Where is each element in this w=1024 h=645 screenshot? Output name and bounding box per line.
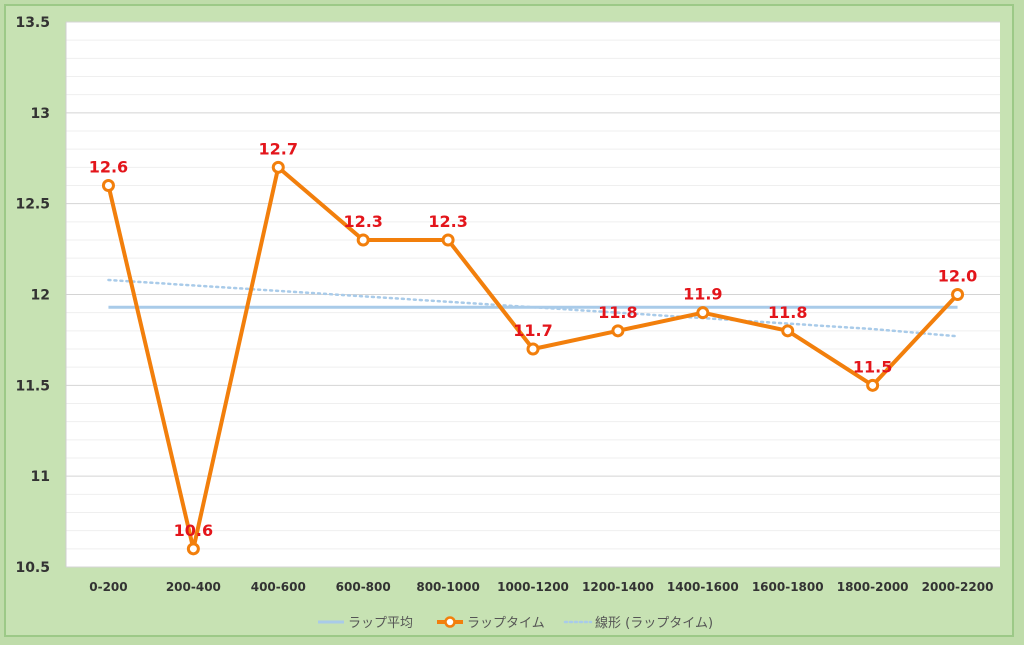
y-tick-label: 13: [31, 106, 50, 122]
data-label: 12.0: [938, 267, 977, 286]
lap-time-point: [611, 324, 625, 338]
data-label: 11.7: [513, 321, 552, 340]
x-tick-label: 1800-2000: [837, 580, 909, 594]
data-label: 11.9: [683, 285, 722, 304]
trend-line: [107, 278, 959, 338]
lap-time-point: [441, 233, 455, 247]
lap-time-point: [866, 378, 880, 392]
data-label: 12.7: [259, 139, 298, 158]
y-tick-label: 11: [31, 469, 50, 485]
lap-time-point: [271, 160, 285, 174]
lap-time-point: [101, 179, 115, 192]
series-group: [101, 160, 965, 556]
data-label: 12.3: [428, 212, 467, 231]
data-labels: 12.6 10.6 12.7 12.3 12.3 11.7 11.8 11.9 11.8 11.5…: [89, 139, 978, 540]
data-label: 11.5: [853, 357, 892, 376]
gridlines: [65, 21, 1000, 568]
legend: ラップ平均 ラップタイム 線形 (ラップタイム): [318, 615, 713, 631]
legend-item-lap-time: ラップタイム: [437, 616, 545, 631]
lap-time-point: [356, 233, 370, 247]
x-tick-label: 1000-1200: [497, 580, 569, 594]
data-label: 11.8: [768, 303, 807, 322]
y-tick-label: 11.5: [15, 378, 50, 394]
legend-item-average: ラップ平均: [318, 616, 413, 631]
x-tick-label: 1200-1400: [582, 580, 654, 594]
y-tick-label: 12: [31, 288, 50, 304]
lap-time-point: [781, 324, 795, 338]
y-tick-label: 13.5: [15, 15, 50, 31]
lap-time-point: [951, 288, 965, 301]
x-axis-ticks: 0-200 200-400 400-600 600-800 800-1000 1000-1…: [89, 580, 993, 594]
legend-marker-lap-time: [444, 616, 456, 628]
x-tick-label: 1400-1600: [667, 580, 739, 594]
y-tick-label: 12.5: [15, 197, 50, 213]
lap-time-point: [696, 306, 710, 320]
data-label: 12.6: [89, 158, 128, 177]
x-tick-label: 1600-1800: [752, 580, 824, 594]
x-tick-label: 600-800: [336, 580, 391, 594]
legend-item-trend: 線形 (ラップタイム): [563, 615, 713, 631]
y-tick-label: 10.5: [15, 560, 50, 576]
legend-label: ラップタイム: [467, 616, 545, 631]
data-label: 11.8: [598, 303, 637, 322]
x-tick-label: 200-400: [166, 580, 221, 594]
data-label: 10.6: [174, 521, 213, 540]
data-label: 12.3: [343, 212, 382, 231]
x-tick-label: 0-200: [89, 580, 127, 594]
x-tick-label: 800-1000: [416, 580, 479, 594]
lap-time-point: [186, 542, 200, 556]
lap-time-point: [526, 342, 540, 356]
y-axis-ticks: 10.5 11 11.5 12 12.5 13 13.5: [15, 15, 50, 576]
legend-label: ラップ平均: [348, 616, 413, 631]
x-tick-label: 400-600: [251, 580, 306, 594]
x-tick-label: 2000-2200: [922, 580, 994, 594]
legend-label: 線形 (ラップタイム): [595, 615, 713, 631]
